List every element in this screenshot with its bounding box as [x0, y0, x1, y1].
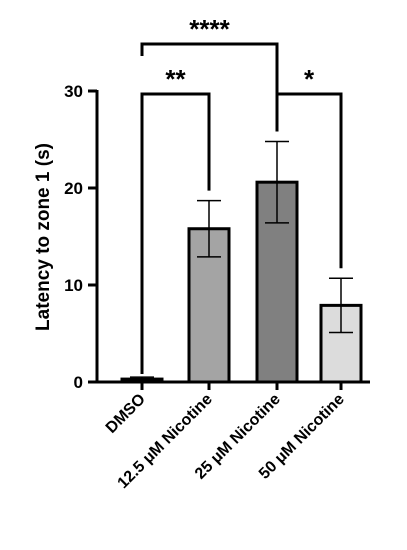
significance-bracket [275, 92, 343, 269]
significance-label: * [304, 64, 315, 94]
bars [120, 140, 363, 384]
y-tick-label: 10 [64, 276, 83, 295]
significance-label: **** [189, 14, 230, 44]
significance-bracket [140, 92, 211, 374]
y-axis-label: Latency to zone 1 (s) [33, 143, 54, 331]
significance-brackets: ****** * [140, 14, 343, 374]
y-tick-label: 30 [64, 82, 83, 101]
significance-bracket [140, 42, 279, 96]
y-tick-label: 20 [64, 179, 83, 198]
y-tick-label: 0 [74, 373, 83, 392]
x-tick-label: DMSO [103, 391, 149, 437]
significance-label: ** [165, 64, 186, 94]
